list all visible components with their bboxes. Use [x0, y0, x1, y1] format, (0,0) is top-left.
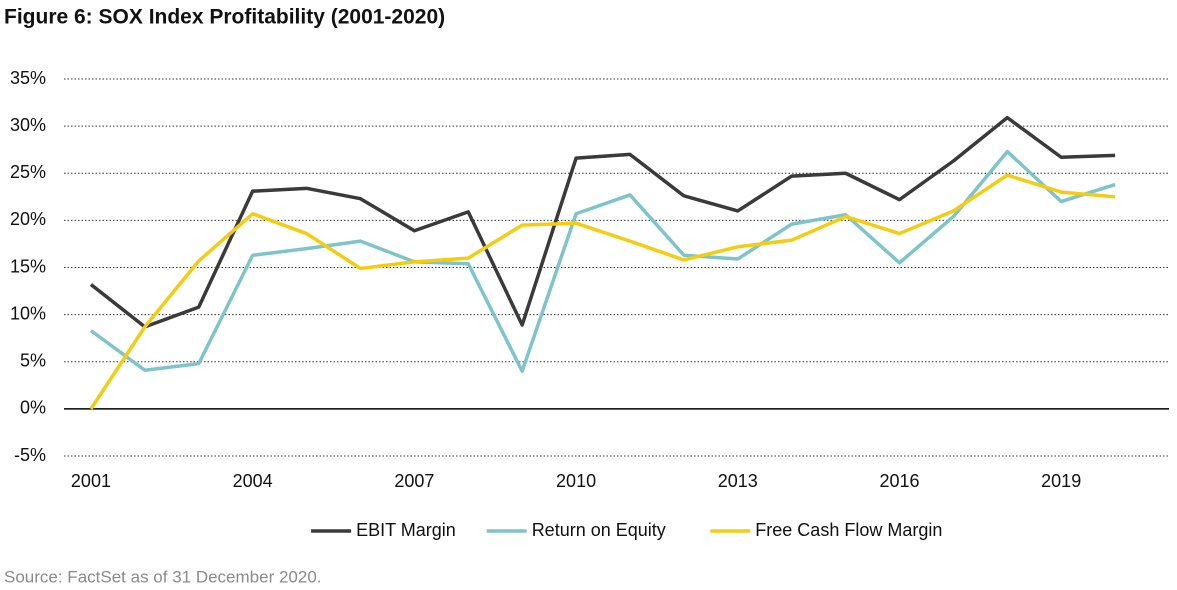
y-tick-label: 10%: [10, 303, 46, 323]
y-tick-label: 5%: [20, 351, 46, 371]
x-tick-label: 2007: [394, 471, 434, 491]
x-tick-label: 2013: [718, 471, 758, 491]
y-tick-label: 25%: [10, 162, 46, 182]
legend-label: Free Cash Flow Margin: [755, 520, 942, 540]
y-tick-label: 35%: [10, 68, 46, 88]
series-line: [89, 115, 1116, 329]
x-tick-label: 2016: [879, 471, 919, 491]
series-line: [89, 149, 1116, 373]
legend-label: Return on Equity: [532, 520, 666, 540]
y-tick-label: 15%: [10, 256, 46, 276]
y-tick-label: 30%: [10, 115, 46, 135]
x-tick-label: 2010: [556, 471, 596, 491]
x-tick-label: 2004: [233, 471, 273, 491]
legend-label: EBIT Margin: [356, 520, 456, 540]
y-tick-label: 20%: [10, 209, 46, 229]
chart-title: Figure 6: SOX Index Profitability (2001-…: [4, 6, 445, 29]
x-tick-label: 2019: [1041, 471, 1081, 491]
y-tick-label: 0%: [20, 398, 46, 418]
series-line: [89, 173, 1116, 410]
source-note: Source: FactSet as of 31 December 2020.: [4, 567, 322, 586]
y-tick-label: -5%: [14, 445, 46, 465]
x-tick-label: 2001: [71, 471, 111, 491]
